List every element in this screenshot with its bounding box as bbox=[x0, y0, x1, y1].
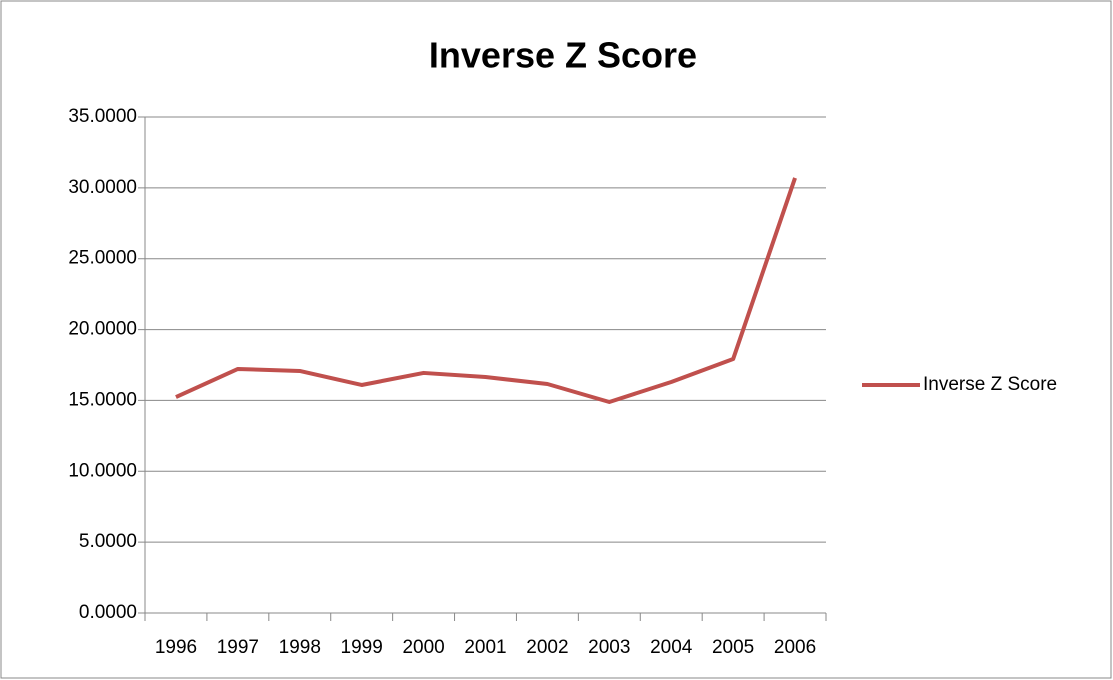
x-tick-label: 1996 bbox=[155, 637, 197, 658]
x-tick-label: 1999 bbox=[341, 637, 383, 658]
x-tick-label: 2006 bbox=[774, 637, 816, 658]
x-tick-label: 2004 bbox=[650, 637, 693, 658]
y-tick-label: 5.0000 bbox=[79, 531, 137, 552]
y-tick-label: 25.0000 bbox=[68, 248, 137, 269]
x-tick-label: 2000 bbox=[402, 637, 444, 658]
line-series bbox=[175, 177, 797, 404]
y-tick-label: 10.0000 bbox=[68, 460, 137, 481]
x-tick-label: 2001 bbox=[464, 637, 506, 658]
y-tick-label: 30.0000 bbox=[68, 177, 137, 198]
chart-title: Inverse Z Score bbox=[429, 35, 697, 76]
y-tick-label: 20.0000 bbox=[68, 319, 137, 340]
x-tick-label: 2003 bbox=[588, 637, 630, 658]
x-tick-label: 2002 bbox=[526, 637, 568, 658]
y-tick-label: 35.0000 bbox=[68, 106, 137, 127]
y-tick-label: 15.0000 bbox=[68, 389, 137, 410]
y-tick-label: 0.0000 bbox=[79, 602, 137, 623]
x-tick-label: 1998 bbox=[279, 637, 321, 658]
x-tick-label: 1997 bbox=[217, 637, 259, 658]
x-tick-label: 2005 bbox=[712, 637, 754, 658]
legend-label: Inverse Z Score bbox=[923, 374, 1057, 395]
